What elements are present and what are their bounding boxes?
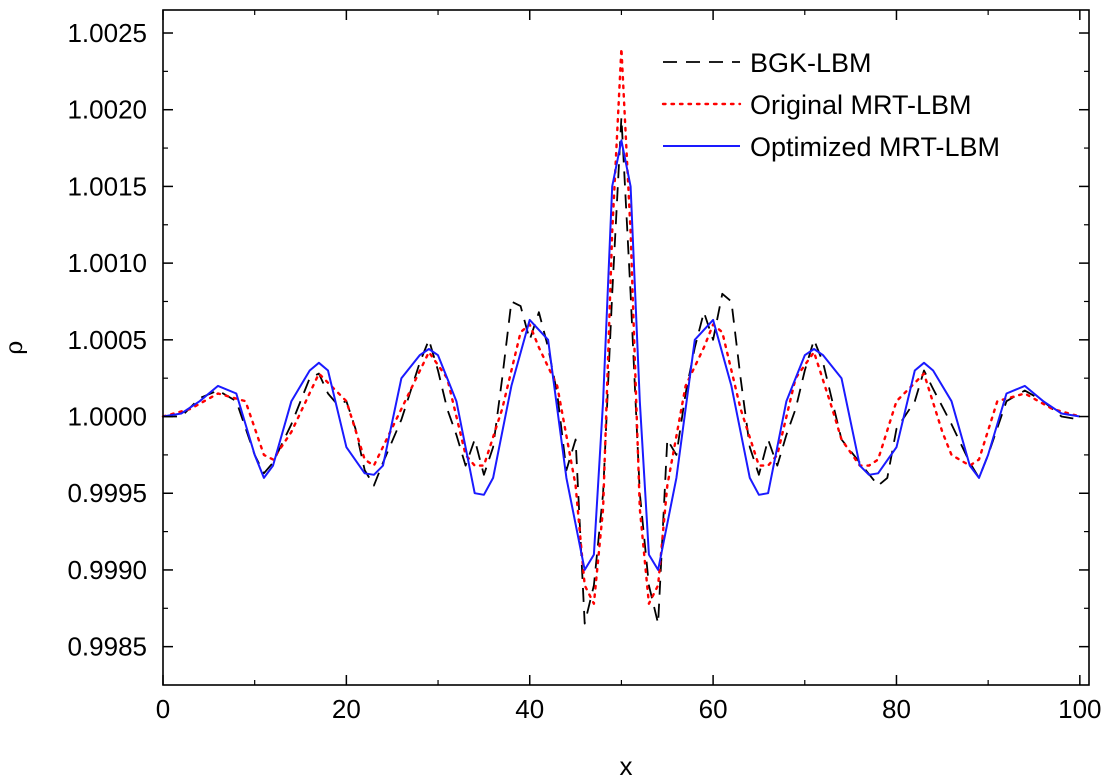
series-line-3 [162, 139, 1080, 571]
series-layer [161, 47, 1082, 625]
x-tick-label: 0 [156, 694, 170, 724]
legend-label-3: Optimized MRT-LBM [750, 132, 1000, 162]
legend-label-1: BGK-LBM [750, 48, 872, 78]
x-axis-title: x [620, 751, 633, 781]
y-tick-label: 0.9990 [67, 555, 147, 585]
y-tick-label: 1.0000 [67, 402, 147, 432]
series-line-2 [161, 47, 1082, 605]
ticks-layer: 0 20 40 60 80 100 0.9985 0.9990 0.9995 1.0000 1.00… [67, 10, 1102, 724]
plot-frame [162, 9, 1090, 686]
x-tick-label: 40 [515, 694, 544, 724]
legend: BGK-LBM Original MRT-LBM Optimized MRT-LBM [661, 48, 1000, 162]
x-tick-label: 60 [699, 694, 728, 724]
y-tick-label: 1.0015 [67, 171, 147, 201]
x-tick-label: 80 [882, 694, 911, 724]
y-tick-label: 1.0020 [67, 95, 147, 125]
y-tick-label: 1.0025 [67, 18, 147, 48]
y-axis-title: ρ [0, 340, 28, 354]
y-tick-label: 1.0010 [67, 248, 147, 278]
y-tick-label: 0.9985 [67, 632, 147, 662]
legend-label-2: Original MRT-LBM [750, 90, 972, 120]
x-tick-label: 20 [332, 694, 361, 724]
y-tick-label: 1.0005 [67, 325, 147, 355]
series-line-1 [163, 116, 1080, 625]
y-tick-label: 0.9995 [67, 478, 147, 508]
x-tick-label: 100 [1058, 694, 1101, 724]
